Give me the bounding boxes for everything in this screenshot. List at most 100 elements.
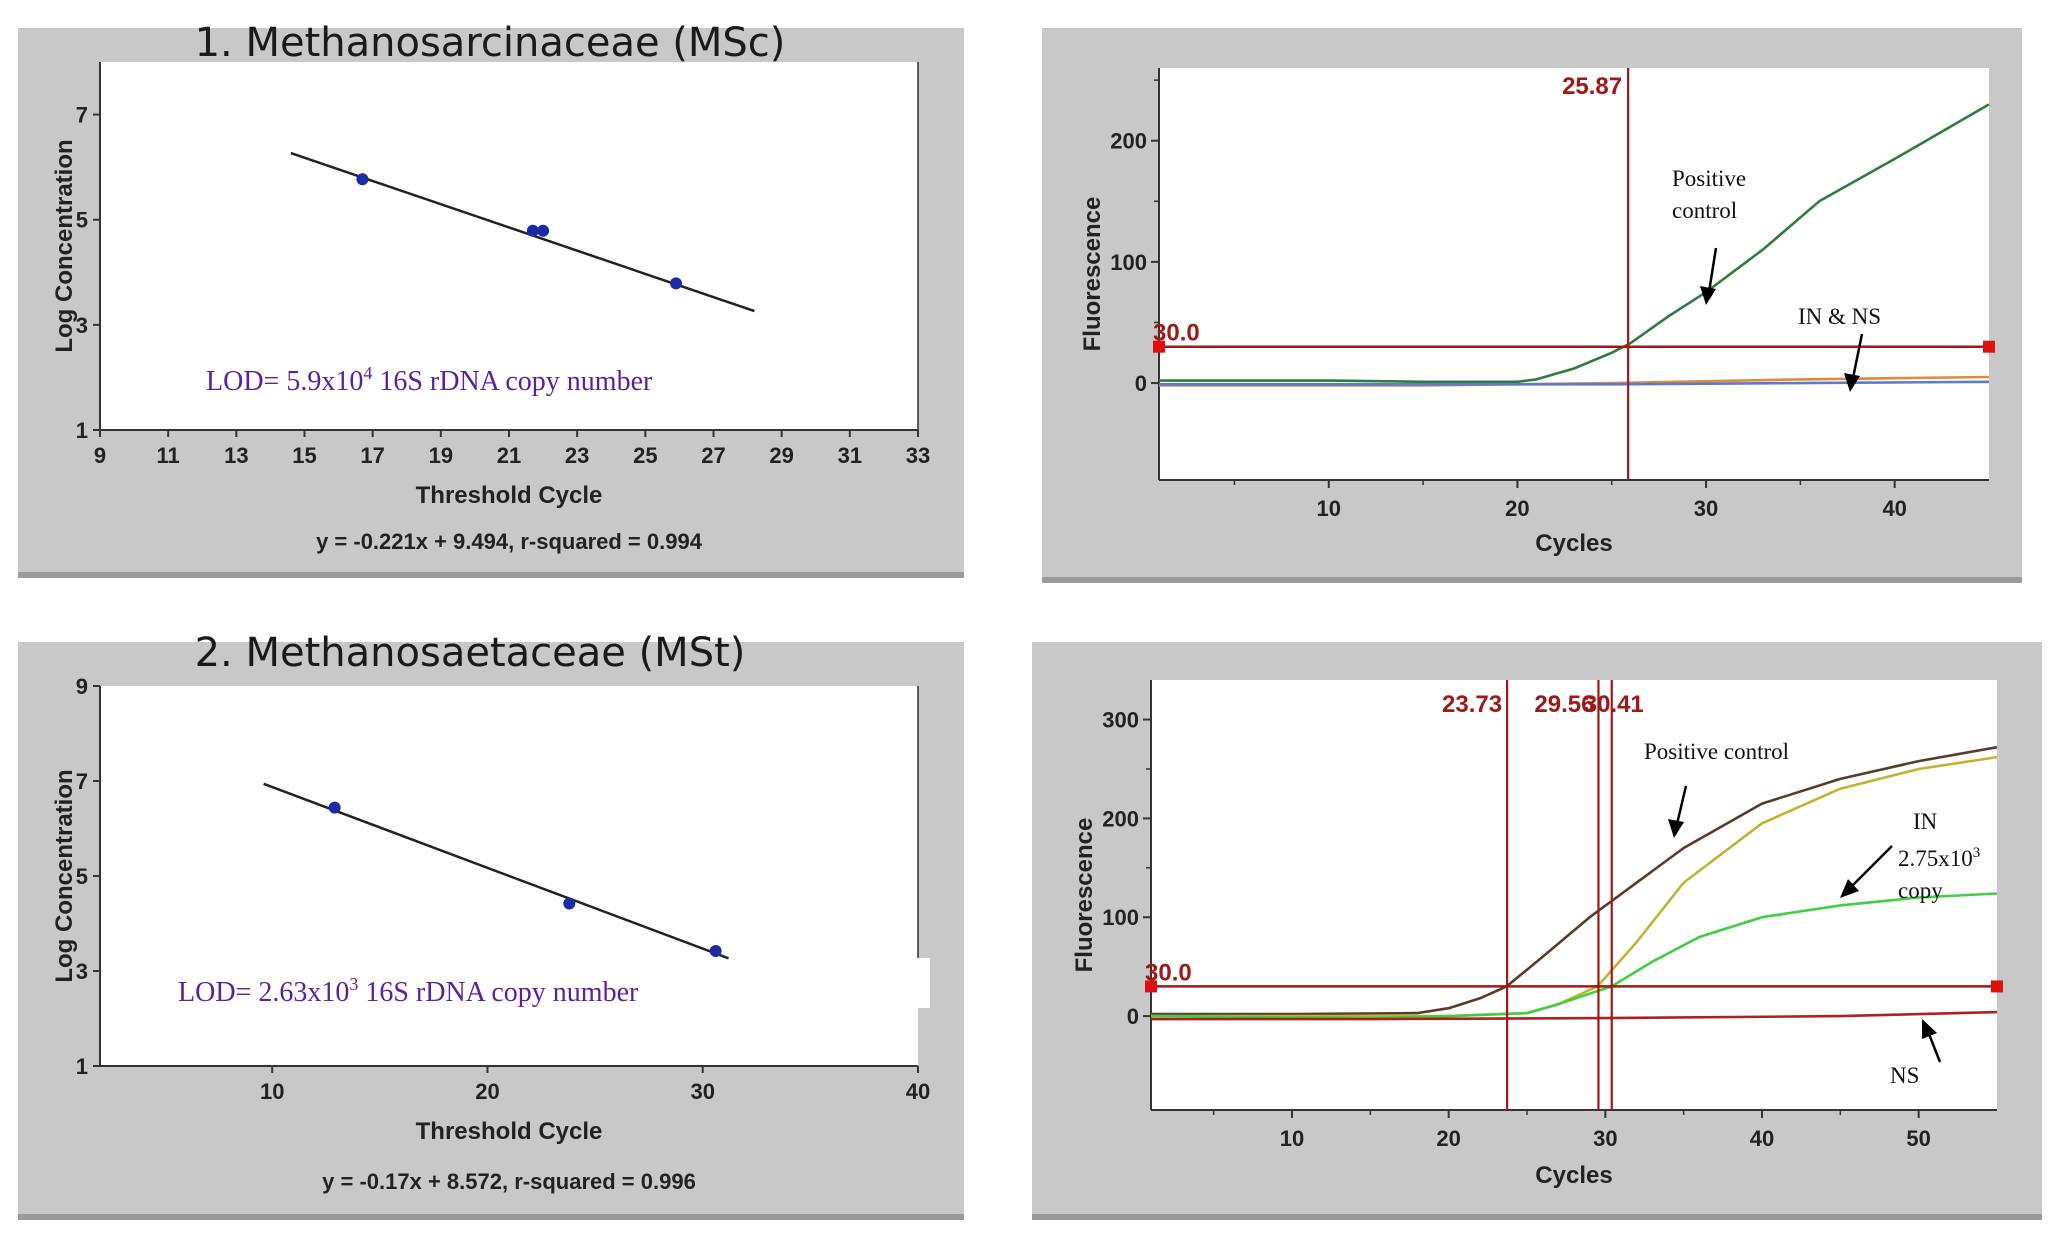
annotation-positive-control: Positive control [1644, 739, 1789, 838]
chart-title: 2. Methanosaetaceae (MSt) [195, 630, 746, 676]
x-tick-label: 17 [360, 443, 384, 468]
data-points-group [328, 801, 722, 958]
annotation-line: Positive [1672, 166, 1746, 191]
annotation-line: control [1672, 198, 1737, 223]
y-axis-label: Fluorescence [1079, 197, 1106, 352]
mst-standard-curve-panel: 10 20 30 40 1 3 5 7 9 2. Methanosaetaceae (MSt)… [18, 630, 964, 1220]
y-tick-labels: 1 3 5 7 [76, 103, 100, 443]
x-axis-label: Cycles [1535, 530, 1612, 557]
y-tick-label: 100 [1102, 905, 1139, 930]
x-axis-label: Cycles [1535, 1162, 1612, 1189]
x-axis-label: Threshold Cycle [416, 1118, 603, 1145]
data-point [356, 173, 369, 186]
amplification-curve [1150, 892, 1998, 1020]
data-points-group [356, 173, 683, 290]
x-tick-label: 40 [1882, 496, 1906, 521]
panel-bottom-edge [1042, 577, 2022, 583]
x-tick-label: 20 [475, 1079, 499, 1104]
x-tick-label: 19 [429, 443, 453, 468]
y-tick-label: 1 [76, 418, 88, 443]
x-tick-label: 40 [1750, 1126, 1774, 1151]
annotation-positive-control: Positive control [1672, 166, 1746, 305]
x-tick-labels: 10 20 30 40 [1233, 480, 1907, 521]
threshold-handle-left [1153, 340, 1165, 353]
x-tick-label: 27 [701, 443, 725, 468]
arrow-shaft [1927, 1033, 1942, 1063]
y-tick-label: 200 [1110, 129, 1147, 154]
y-tick-labels: 0 100 200 [1110, 79, 1159, 396]
amplification-curve [1151, 1010, 1998, 1021]
annotation-line: IN & NS [1798, 304, 1881, 329]
plot-area [100, 62, 918, 430]
ct-value-label: 29.56 [1534, 691, 1594, 718]
x-tick-label: 40 [906, 1079, 930, 1104]
threshold-handle-left [1145, 980, 1157, 993]
chart-title: 1. Methanosarcinaceae (MSc) [195, 20, 786, 66]
annotation-in-ns: IN & NS [1798, 304, 1881, 392]
mst-amplification-panel: 10 20 30 40 50 0 100 200 300 30.0 23.73 29.5630.… [1032, 642, 2042, 1220]
data-point [526, 224, 539, 237]
threshold-group: 30.0 [1145, 959, 2003, 993]
x-tick-label: 33 [906, 443, 930, 468]
y-axis-label: Fluorescence [1071, 818, 1098, 973]
arrow-shaft [1675, 785, 1688, 825]
regression-line [263, 782, 730, 960]
x-tick-label: 21 [497, 443, 521, 468]
x-tick-label: 20 [1505, 496, 1529, 521]
x-tick-label: 15 [292, 443, 316, 468]
arrow-head [1840, 879, 1859, 898]
x-tick-label: 29 [769, 443, 793, 468]
y-tick-label: 0 [1127, 1004, 1139, 1029]
data-point [670, 277, 683, 290]
annotation-line: IN [1913, 809, 1938, 834]
y-axis-label: Log Concentration [51, 139, 78, 352]
y-tick-labels: 1 3 5 7 9 [76, 674, 100, 1079]
x-axis-label: Threshold Cycle [416, 482, 603, 509]
arrow-head [1700, 286, 1716, 305]
data-point [537, 224, 550, 237]
arrow-head [1922, 1019, 1937, 1039]
x-tick-labels: 10 20 30 40 50 [1212, 1110, 1931, 1151]
y-tick-label: 100 [1110, 250, 1147, 275]
x-tick-label: 10 [1317, 496, 1341, 521]
regression-equation: y = -0.221x + 9.494, r-squared = 0.994 [316, 529, 703, 554]
threshold-value-label: 30.0 [1153, 320, 1200, 347]
annotation-line: NS [1890, 1063, 1919, 1088]
y-tick-label: 5 [76, 208, 88, 233]
y-tick-label: 7 [76, 103, 88, 128]
x-tick-label: 9 [94, 443, 106, 468]
y-tick-labels: 0 100 200 300 [1102, 708, 1151, 1029]
x-tick-label: 50 [1906, 1126, 1930, 1151]
y-axis-label: Log Concentration [51, 769, 78, 982]
data-point [709, 945, 722, 958]
panel-bottom-edge [1032, 1214, 2042, 1220]
y-tick-label: 200 [1102, 806, 1139, 831]
ct-lines-group: 25.87 [1562, 68, 1630, 480]
amplification-curve [1159, 380, 1990, 386]
annotation-line: copy [1898, 878, 1943, 903]
y-tick-label: 0 [1135, 371, 1147, 396]
x-tick-label: 25 [633, 443, 657, 468]
data-point [563, 897, 576, 910]
annotation-ns: NS [1890, 1019, 1942, 1088]
arrow-shaft [1848, 845, 1893, 890]
lod-annotation: LOD= 5.9x104 16S rDNA copy number [206, 363, 653, 397]
plot-area [1159, 68, 1989, 480]
amplification-curve [1151, 745, 1998, 1016]
x-tick-label: 10 [1280, 1126, 1304, 1151]
x-tick-label: 30 [690, 1079, 714, 1104]
x-tick-labels: 9 11 13 15 17 19 21 23 25 27 29 31 33 [94, 430, 930, 468]
white-mask-block [740, 958, 930, 1008]
y-tick-label: 9 [76, 674, 88, 699]
x-tick-label: 13 [224, 443, 248, 468]
x-tick-label: 11 [157, 443, 180, 468]
fit-line-group [263, 782, 730, 960]
arrow-head [1668, 819, 1684, 838]
y-tick-label: 300 [1102, 708, 1139, 733]
arrow-shaft [1707, 247, 1718, 293]
lod-annotation: LOD= 2.63x103 16S rDNA copy number [178, 974, 639, 1008]
plot-area [1151, 680, 1997, 1110]
